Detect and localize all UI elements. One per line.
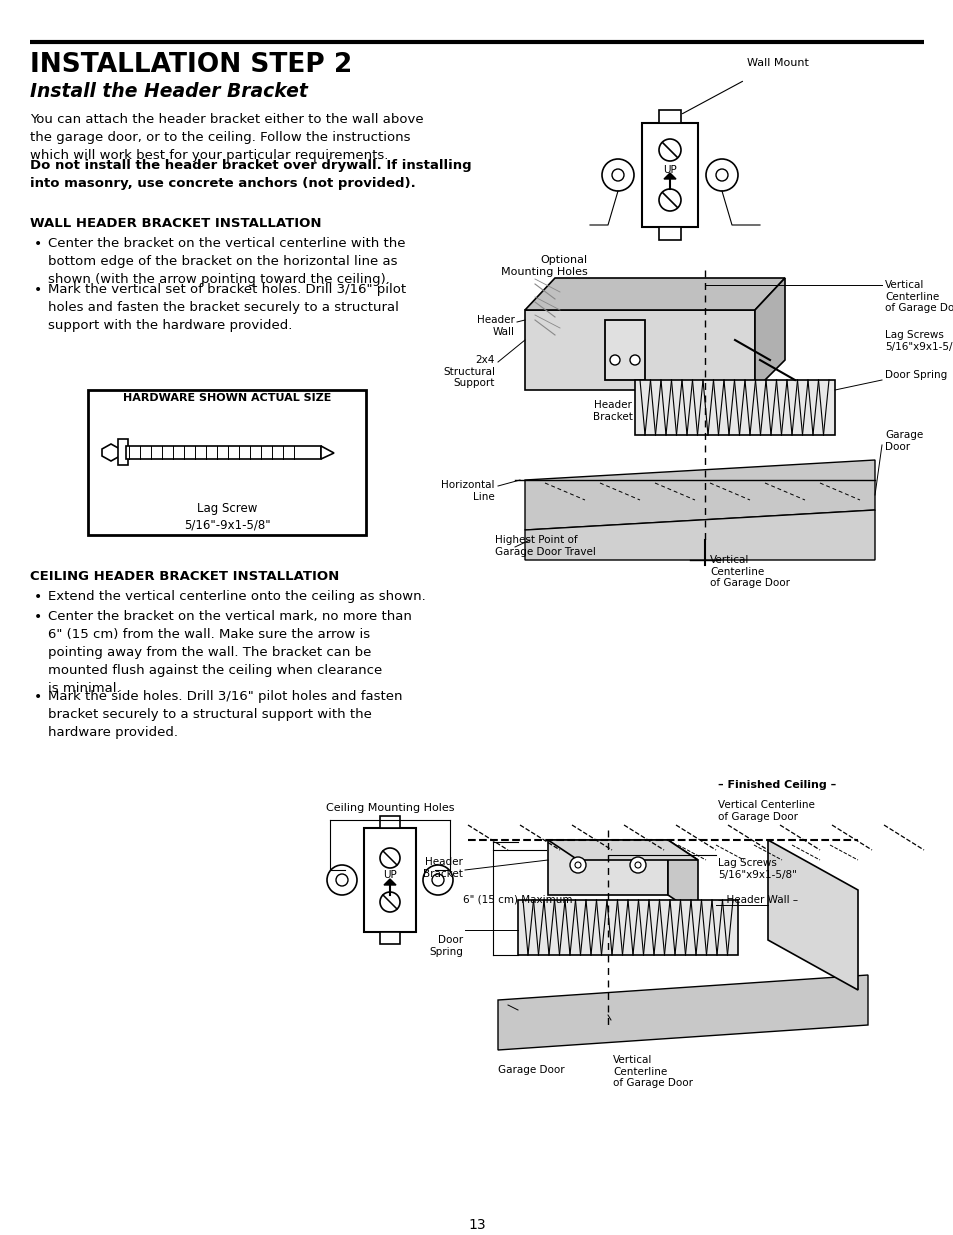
Text: Mark the vertical set of bracket holes. Drill 3/16" pilot
holes and fasten the b: Mark the vertical set of bracket holes. …: [48, 283, 406, 332]
Bar: [379, 932, 399, 944]
Bar: [659, 227, 680, 240]
Bar: [379, 816, 399, 827]
Polygon shape: [667, 840, 698, 915]
Text: 13: 13: [468, 1218, 485, 1233]
Text: Vertical
Centerline
of Garage Door: Vertical Centerline of Garage Door: [709, 555, 789, 588]
Text: •: •: [34, 590, 42, 604]
Text: Header
Bracket: Header Bracket: [593, 400, 632, 421]
Circle shape: [609, 354, 619, 366]
Polygon shape: [754, 278, 784, 390]
Polygon shape: [102, 445, 120, 461]
Polygon shape: [547, 840, 698, 860]
Text: 2x4
Structural
Support: 2x4 Structural Support: [442, 354, 495, 388]
Text: Garage Door: Garage Door: [497, 1065, 564, 1074]
Text: •: •: [34, 237, 42, 251]
Text: Door Spring: Door Spring: [884, 370, 946, 380]
Polygon shape: [524, 510, 874, 559]
Polygon shape: [320, 446, 334, 459]
Bar: [635, 380, 834, 435]
Text: Vertical
Centerline
of Garage Door: Vertical Centerline of Garage Door: [884, 280, 953, 314]
Circle shape: [379, 848, 399, 868]
Text: Wall Mount: Wall Mount: [746, 58, 808, 68]
Text: UP: UP: [662, 165, 677, 175]
Bar: [659, 110, 680, 124]
Circle shape: [635, 862, 640, 868]
Bar: [517, 900, 738, 955]
Polygon shape: [524, 310, 754, 390]
Text: Center the bracket on the vertical centerline with the
bottom edge of the bracke: Center the bracket on the vertical cente…: [48, 237, 405, 287]
Circle shape: [705, 159, 738, 191]
Text: Optional
Mounting Holes: Optional Mounting Holes: [500, 254, 587, 277]
Circle shape: [335, 874, 348, 885]
Polygon shape: [524, 459, 874, 530]
Bar: [364, 827, 416, 932]
Circle shape: [716, 169, 727, 182]
Text: Horizontal
Line: Horizontal Line: [441, 480, 495, 501]
Text: Vertical
Centerline
of Garage Door: Vertical Centerline of Garage Door: [613, 1055, 692, 1088]
Circle shape: [327, 864, 356, 895]
Bar: [88, 390, 366, 535]
Bar: [641, 124, 698, 227]
Text: •: •: [34, 283, 42, 296]
Text: •: •: [34, 610, 42, 624]
FancyBboxPatch shape: [604, 320, 644, 380]
Text: HARDWARE SHOWN ACTUAL SIZE: HARDWARE SHOWN ACTUAL SIZE: [123, 393, 331, 403]
Text: Do not install the header bracket over drywall. If installing
into masonry, use : Do not install the header bracket over d…: [30, 159, 471, 190]
Text: Vertical Centerline
of Garage Door: Vertical Centerline of Garage Door: [718, 800, 814, 821]
Circle shape: [569, 857, 585, 873]
Polygon shape: [497, 974, 867, 1050]
Text: Center the bracket on the vertical mark, no more than
6" (15 cm) from the wall. : Center the bracket on the vertical mark,…: [48, 610, 412, 695]
Text: Door
Spring: Door Spring: [429, 935, 462, 957]
Circle shape: [659, 189, 680, 211]
Text: Header
Wall: Header Wall: [476, 315, 515, 337]
Bar: [126, 446, 320, 459]
Text: Highest Point of
Garage Door Travel: Highest Point of Garage Door Travel: [495, 535, 596, 557]
Circle shape: [659, 140, 680, 161]
Text: Install the Header Bracket: Install the Header Bracket: [30, 82, 308, 101]
Text: Header
Bracket: Header Bracket: [423, 857, 462, 878]
Text: Lag Screw
5/16"-9x1-5/8": Lag Screw 5/16"-9x1-5/8": [184, 501, 270, 532]
Circle shape: [612, 169, 623, 182]
Text: You can attach the header bracket either to the wall above
the garage door, or t: You can attach the header bracket either…: [30, 112, 423, 162]
Text: •: •: [34, 690, 42, 704]
Circle shape: [629, 857, 645, 873]
Text: – Header Wall –: – Header Wall –: [718, 895, 798, 905]
Polygon shape: [384, 879, 395, 885]
Polygon shape: [767, 840, 857, 990]
Text: UP: UP: [383, 869, 396, 881]
Text: 6" (15 cm) Maximum: 6" (15 cm) Maximum: [462, 895, 572, 905]
Bar: [118, 438, 128, 466]
Polygon shape: [547, 840, 667, 895]
Circle shape: [379, 892, 399, 911]
Text: Garage
Door: Garage Door: [884, 430, 923, 452]
Circle shape: [601, 159, 634, 191]
Circle shape: [629, 354, 639, 366]
Circle shape: [422, 864, 453, 895]
Text: Extend the vertical centerline onto the ceiling as shown.: Extend the vertical centerline onto the …: [48, 590, 425, 603]
Text: WALL HEADER BRACKET INSTALLATION: WALL HEADER BRACKET INSTALLATION: [30, 217, 321, 230]
Text: CEILING HEADER BRACKET INSTALLATION: CEILING HEADER BRACKET INSTALLATION: [30, 571, 339, 583]
Text: Ceiling Mounting Holes: Ceiling Mounting Holes: [325, 803, 454, 813]
Text: Lag Screws
5/16"x9x1-5/8": Lag Screws 5/16"x9x1-5/8": [884, 330, 953, 352]
Polygon shape: [663, 173, 676, 179]
Text: Lag Screws
5/16"x9x1-5/8": Lag Screws 5/16"x9x1-5/8": [718, 858, 796, 879]
Text: Mark the side holes. Drill 3/16" pilot holes and fasten
bracket securely to a st: Mark the side holes. Drill 3/16" pilot h…: [48, 690, 402, 739]
Text: INSTALLATION STEP 2: INSTALLATION STEP 2: [30, 52, 352, 78]
Circle shape: [575, 862, 580, 868]
Text: – Finished Ceiling –: – Finished Ceiling –: [718, 781, 836, 790]
Circle shape: [432, 874, 443, 885]
Polygon shape: [524, 278, 784, 310]
